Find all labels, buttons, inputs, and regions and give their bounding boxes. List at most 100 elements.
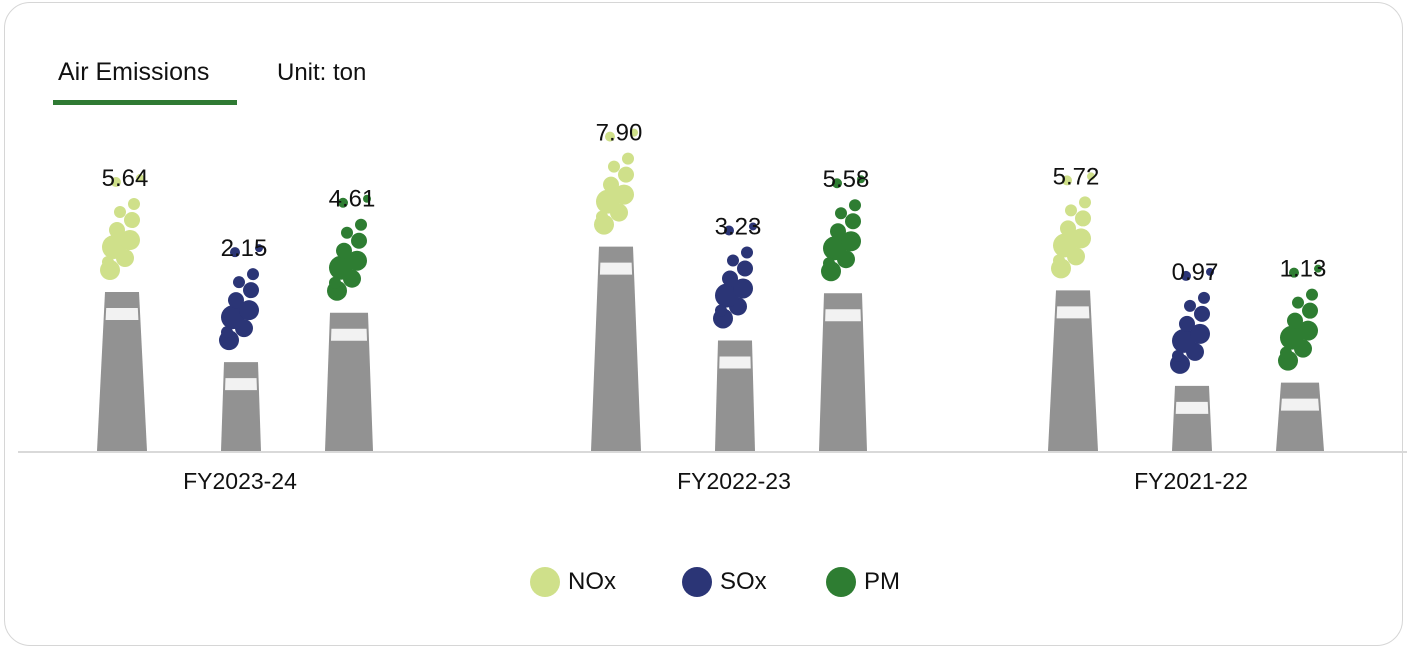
legend-item-nox: NOx: [530, 567, 616, 597]
stack-band-pm-fy2022-23: [825, 309, 861, 322]
emission-bubble-sox-fy2021-22-3: [1190, 323, 1210, 344]
emission-bubble-sox-fy2023-24-3: [239, 300, 259, 321]
bar-sox-fy2021-22: [1172, 385, 1212, 451]
data-label-sox-fy2021-22: 0.97: [1172, 259, 1219, 286]
emission-bubble-nox-fy2023-24-9: [111, 177, 121, 188]
emission-bubble-sox-fy2021-22-2: [1172, 328, 1196, 353]
emission-bubble-nox-fy2022-23-10: [630, 128, 638, 137]
emission-bubble-sox-fy2021-22-10: [1206, 267, 1214, 276]
emission-bubble-sox-fy2021-22-5: [1194, 305, 1210, 322]
emission-bubble-nox-fy2022-23-9: [605, 131, 615, 142]
emission-bubble-pm-fy2021-22-4: [1287, 312, 1303, 329]
legend-swatch-pm: [826, 567, 856, 597]
emission-bubble-pm-fy2022-23-2: [823, 236, 847, 261]
emission-bubble-pm-fy2022-23-6: [835, 207, 847, 220]
data-label-sox-fy2022-23: 3.23: [715, 213, 762, 240]
stack-group-sox-fy2021-22: 0.97: [1170, 259, 1218, 451]
legend-label-nox: NOx: [568, 568, 616, 595]
emission-bubble-pm-fy2021-22-2: [1280, 325, 1304, 350]
emission-bubble-sox-fy2021-22-7: [1198, 291, 1210, 304]
stack-band-nox-fy2022-23: [599, 262, 633, 275]
emission-bubble-pm-fy2023-24-9: [338, 197, 348, 208]
data-label-nox-fy2021-22: 5.72: [1053, 163, 1100, 190]
stack-band-sox-fy2023-24: [225, 378, 257, 391]
active-tab-underline: [53, 100, 237, 105]
emission-bubble-pm-fy2023-24-3: [347, 250, 367, 271]
emission-bubble-nox-fy2021-22-7: [1079, 196, 1091, 209]
legend-label-sox: SOx: [720, 568, 767, 595]
emission-bubble-pm-fy2022-23-10: [857, 175, 865, 184]
bar-pm-fy2023-24: [325, 312, 373, 451]
emission-bubble-nox-fy2023-24-6: [114, 206, 126, 219]
data-label-pm-fy2021-22: 1.13: [1280, 256, 1327, 283]
emission-bubble-sox-fy2022-23-7: [741, 246, 753, 259]
emission-bubble-sox-fy2023-24-9: [230, 247, 240, 258]
x-tick-label-fy2023-24: FY2023-24: [183, 468, 297, 494]
emission-bubble-nox-fy2022-23-7: [622, 152, 634, 165]
emission-bubble-nox-fy2022-23-6: [608, 160, 620, 173]
emission-bubble-pm-fy2021-22-6: [1292, 296, 1304, 309]
stack-band-nox-fy2023-24: [105, 308, 139, 321]
emission-bubble-pm-fy2021-22-9: [1289, 267, 1299, 278]
emission-bubble-sox-fy2022-23-2: [715, 283, 739, 308]
emission-bubble-nox-fy2021-22-6: [1065, 204, 1077, 217]
bar-pm-fy2022-23: [819, 293, 867, 451]
emission-bubble-sox-fy2023-24-6: [233, 276, 245, 289]
emission-bubble-sox-fy2021-22-9: [1181, 270, 1191, 281]
emission-bubble-pm-fy2022-23-9: [832, 178, 842, 189]
data-label-pm-fy2022-23: 5.58: [823, 166, 870, 193]
emission-bubble-pm-fy2021-22-8: [1280, 346, 1292, 359]
emission-bubble-sox-fy2023-24-5: [243, 282, 259, 299]
emission-bubble-sox-fy2022-23-5: [737, 260, 753, 277]
emission-bubble-sox-fy2022-23-3: [733, 278, 753, 299]
emission-bubble-pm-fy2021-22-10: [1314, 264, 1322, 273]
emission-bubble-sox-fy2022-23-9: [724, 225, 734, 236]
emission-bubble-nox-fy2022-23-2: [596, 189, 620, 214]
emission-bubble-nox-fy2021-22-5: [1075, 210, 1091, 227]
stack-band-sox-fy2022-23: [719, 356, 751, 369]
legend-label-pm: PM: [864, 568, 900, 595]
emission-bubble-pm-fy2021-22-7: [1306, 288, 1318, 301]
emission-bubble-sox-fy2022-23-8: [715, 304, 727, 317]
x-tick-label-fy2022-23: FY2022-23: [677, 468, 791, 494]
emission-bubble-sox-fy2023-24-10: [255, 244, 263, 253]
emission-bubble-pm-fy2021-22-3: [1298, 320, 1318, 341]
stack-band-pm-fy2021-22: [1280, 398, 1320, 411]
stack-group-sox-fy2022-23: 3.23: [713, 213, 761, 451]
emission-bubble-nox-fy2022-23-4: [603, 176, 619, 193]
emission-bubble-sox-fy2023-24-4: [228, 292, 244, 309]
emission-bubble-sox-fy2022-23-6: [727, 254, 739, 267]
emission-bubble-sox-fy2021-22-6: [1184, 299, 1196, 312]
stack-group-nox-fy2023-24: 5.64: [97, 165, 148, 451]
emission-bubble-nox-fy2021-22-3: [1071, 228, 1091, 249]
emission-bubble-sox-fy2022-23-10: [749, 222, 757, 231]
emission-bubble-sox-fy2021-22-4: [1179, 315, 1195, 332]
stack-band-pm-fy2023-24: [330, 328, 368, 341]
bar-nox-fy2023-24: [97, 292, 147, 451]
chart-title-tab[interactable]: Air Emissions: [58, 58, 210, 86]
stack-band-nox-fy2021-22: [1056, 306, 1090, 319]
emission-bubble-nox-fy2023-24-8: [102, 256, 114, 269]
data-label-nox-fy2022-23: 7.90: [596, 120, 643, 147]
emission-bubble-sox-fy2023-24-2: [221, 305, 245, 330]
legend-swatch-sox: [682, 567, 712, 597]
emission-bubble-pm-fy2023-24-8: [329, 276, 341, 289]
emission-bubble-pm-fy2023-24-2: [329, 255, 353, 280]
stack-group-sox-fy2023-24: 2.15: [219, 235, 267, 451]
unit-label: Unit: ton: [277, 59, 367, 86]
emission-bubble-sox-fy2022-23-4: [722, 270, 738, 287]
data-label-sox-fy2023-24: 2.15: [221, 235, 268, 262]
data-label-nox-fy2023-24: 5.64: [102, 165, 149, 192]
bar-sox-fy2023-24: [221, 362, 261, 451]
emission-bubble-nox-fy2021-22-9: [1062, 175, 1072, 186]
bar-nox-fy2022-23: [591, 246, 641, 451]
emission-bubble-nox-fy2023-24-7: [128, 198, 140, 211]
stack-group-pm-fy2022-23: 5.58: [819, 166, 869, 451]
emission-bubble-sox-fy2021-22-8: [1172, 349, 1184, 362]
emission-bubble-nox-fy2023-24-4: [109, 222, 125, 239]
bar-pm-fy2021-22: [1276, 382, 1324, 451]
emission-bubble-nox-fy2023-24-3: [120, 230, 140, 251]
emission-bubble-nox-fy2021-22-10: [1087, 172, 1095, 181]
emission-bubble-nox-fy2021-22-2: [1053, 233, 1077, 258]
